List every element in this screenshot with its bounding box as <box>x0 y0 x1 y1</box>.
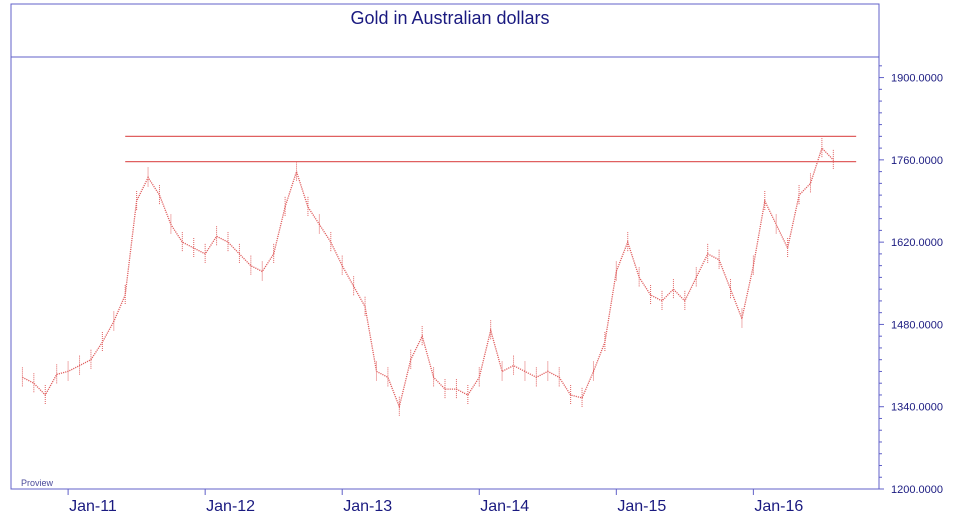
watermark: Proview <box>21 478 54 488</box>
y-tick-label: 1900.0000 <box>891 73 943 85</box>
y-tick-label: 1480.0000 <box>891 319 943 331</box>
x-tick-label: Jan-15 <box>617 498 666 515</box>
x-tick-label: Jan-11 <box>69 498 117 515</box>
resistance-lines <box>125 135 857 163</box>
price-series <box>21 138 834 417</box>
y-tick-label: 1200.0000 <box>891 484 943 496</box>
y-tick-label: 1760.0000 <box>891 155 943 167</box>
series-line <box>22 146 834 409</box>
y-axis: 1900.0000 1760.0000 1620.0000 1480.0000 1340… <box>879 65 943 496</box>
chart-title: Gold in Australian dollars <box>350 8 549 28</box>
plot-frame <box>10 3 880 490</box>
x-tick-label: Jan-14 <box>480 498 529 515</box>
x-axis: Jan-11 Jan-12 Jan-13 Jan-14 Jan-15 Jan-16 <box>67 489 803 515</box>
y-tick-label: 1340.0000 <box>891 402 943 414</box>
y-tick-label: 1620.0000 <box>891 237 943 249</box>
x-tick-label: Jan-13 <box>343 498 392 515</box>
x-tick-label: Jan-12 <box>206 498 255 515</box>
x-tick-label: Jan-16 <box>754 498 803 515</box>
